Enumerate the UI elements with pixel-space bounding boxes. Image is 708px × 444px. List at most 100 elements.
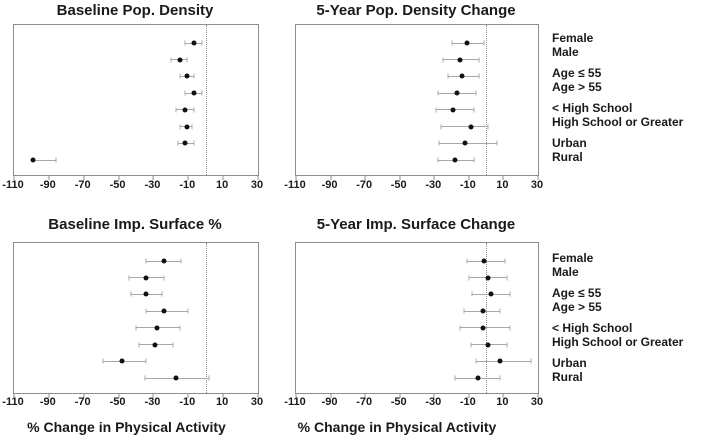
error-bar-cap bbox=[184, 40, 186, 46]
error-bar-cap bbox=[186, 57, 188, 63]
error-bar-cap bbox=[201, 90, 203, 96]
plot-area-5year-pop-density-change bbox=[295, 24, 539, 180]
plot-area-baseline-imp-surface bbox=[13, 242, 259, 398]
axis-tick-label: -30 bbox=[144, 179, 161, 191]
panel-title-5year-pop-density-change: 5-Year Pop. Density Change bbox=[316, 2, 516, 19]
axis-tick-label: 30 bbox=[250, 396, 264, 408]
axis-tick-label: -50 bbox=[390, 396, 407, 408]
category-label: Age ≤ 55 bbox=[552, 286, 602, 300]
axis-tick-label: -70 bbox=[356, 179, 373, 191]
axis-tick bbox=[13, 394, 15, 398]
error-bar-cap bbox=[471, 291, 473, 297]
error-bar-cap bbox=[470, 342, 472, 348]
axis-tick bbox=[222, 394, 224, 398]
data-point bbox=[462, 140, 468, 146]
category-label: Male bbox=[552, 45, 579, 59]
error-bar-cap bbox=[475, 358, 477, 364]
error-bar-cap bbox=[499, 308, 501, 314]
data-point bbox=[497, 358, 503, 364]
zero-reference-line bbox=[205, 25, 207, 175]
data-point bbox=[450, 107, 456, 113]
error-bar-cap bbox=[466, 258, 468, 264]
category-labels-top: Female Male Age ≤ 55 Age > 55 < High School H… bbox=[552, 31, 708, 171]
plot-area-baseline-pop-density bbox=[13, 24, 259, 180]
axis-tick-label: 30 bbox=[530, 179, 544, 191]
error-bar-cap bbox=[459, 325, 461, 331]
axis-tick-label: -90 bbox=[39, 396, 56, 408]
axis-tick bbox=[118, 176, 120, 180]
data-point bbox=[480, 308, 486, 314]
axis-tick-label: -50 bbox=[109, 179, 126, 191]
error-bar-cap bbox=[201, 40, 203, 46]
axis-tick-label: -110 bbox=[2, 179, 24, 191]
axis-tick bbox=[537, 394, 539, 398]
axis-tick-label: -10 bbox=[179, 179, 196, 191]
category-label: Age > 55 bbox=[552, 80, 602, 94]
zero-reference-line bbox=[486, 25, 488, 175]
axis-tick bbox=[152, 176, 154, 180]
data-point bbox=[184, 73, 190, 79]
category-label: Urban bbox=[552, 136, 587, 150]
error-bar-cap bbox=[145, 308, 147, 314]
axis-tick bbox=[118, 394, 120, 398]
category-labels-bottom: Female Male Age ≤ 55 Age > 55 < High School H… bbox=[552, 251, 708, 391]
error-bar-cap bbox=[475, 90, 477, 96]
error-bar-cap bbox=[170, 57, 172, 63]
error-bar-cap bbox=[179, 73, 181, 79]
category-label: High School or Greater bbox=[552, 115, 684, 129]
axis-tick-label: 10 bbox=[496, 396, 509, 408]
axis-tick bbox=[433, 394, 435, 398]
x-axis-ticks-baseline-pop-density: -110 -90 -70 -50 -30 -10 10 30 bbox=[2, 179, 263, 193]
error-bar-cap bbox=[128, 275, 130, 281]
error-bar-cap bbox=[187, 308, 189, 314]
zero-reference-line bbox=[205, 243, 207, 393]
error-bar-cap bbox=[193, 107, 194, 113]
axis-tick bbox=[364, 394, 366, 398]
data-point bbox=[143, 291, 149, 297]
panel-title-baseline-pop-density: Baseline Pop. Density bbox=[56, 2, 214, 19]
data-point bbox=[488, 291, 494, 297]
error-bar-cap bbox=[175, 107, 177, 113]
data-point bbox=[191, 40, 196, 46]
data-point bbox=[143, 275, 149, 281]
axis-tick bbox=[399, 176, 401, 180]
error-bar-cap bbox=[177, 140, 179, 146]
data-point bbox=[485, 342, 491, 348]
axis-tick-label: -30 bbox=[425, 179, 442, 191]
category-label: < High School bbox=[552, 321, 633, 335]
error-bar-cap bbox=[435, 107, 437, 113]
data-point bbox=[154, 325, 160, 331]
category-label-group: Urban Rural bbox=[552, 356, 708, 384]
error-bar-cap bbox=[496, 140, 497, 146]
axis-tick bbox=[330, 176, 332, 180]
error-bar-cap bbox=[184, 90, 186, 96]
error-bar-cap bbox=[473, 157, 475, 163]
axis-tick bbox=[433, 176, 435, 180]
axis-tick bbox=[502, 176, 504, 180]
category-label: Rural bbox=[552, 370, 583, 384]
category-label: Urban bbox=[552, 356, 587, 370]
data-point bbox=[485, 275, 491, 281]
axis-tick-label: -70 bbox=[356, 396, 373, 408]
error-bar-cap bbox=[509, 325, 511, 331]
axis-tick-label: -10 bbox=[459, 396, 476, 408]
data-point bbox=[464, 40, 470, 46]
axis-tick-label: 10 bbox=[216, 396, 229, 408]
error-bar bbox=[33, 159, 56, 161]
category-label: High School or Greater bbox=[552, 335, 684, 349]
category-label: Age > 55 bbox=[552, 300, 602, 314]
x-axis-title-right: % Change in Physical Activity bbox=[297, 419, 497, 435]
error-bar-cap bbox=[478, 57, 480, 63]
error-bar-cap bbox=[135, 325, 137, 331]
category-label-group: < High School High School or Greater bbox=[552, 321, 708, 349]
panel-title-baseline-imp-surface: Baseline Imp. Surface % bbox=[48, 216, 222, 233]
category-label: Age ≤ 55 bbox=[552, 66, 602, 80]
error-bar-cap bbox=[180, 258, 182, 264]
axis-tick-label: -50 bbox=[109, 396, 126, 408]
data-point bbox=[173, 375, 179, 381]
error-bar-cap bbox=[193, 73, 194, 79]
axis-tick-label: -50 bbox=[390, 179, 407, 191]
x-axis-ticks-5year-imp-surface-change: -110 -90 -70 -50 -30 -10 10 30 bbox=[284, 396, 543, 410]
error-bar-cap bbox=[487, 124, 489, 130]
error-bar-cap bbox=[208, 375, 210, 381]
